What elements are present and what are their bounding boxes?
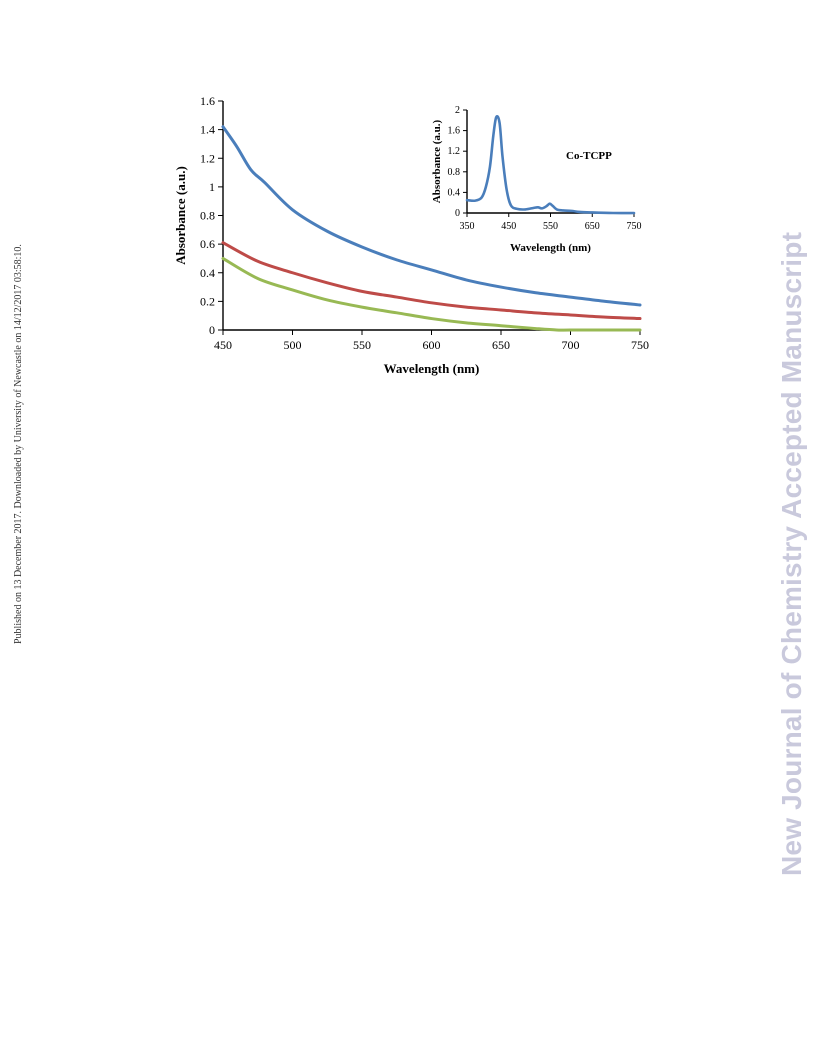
y-tick-label: 1 bbox=[209, 180, 215, 194]
y-tick-label: 1.2 bbox=[448, 146, 461, 157]
chart-annotation: Co-TCPP bbox=[566, 150, 612, 162]
series-line-3 bbox=[221, 256, 642, 332]
y-tick-label: 0 bbox=[209, 323, 215, 337]
x-axis-title: Wavelength (nm) bbox=[384, 361, 480, 376]
x-tick-label: 650 bbox=[492, 338, 510, 352]
main-chart: 450 500 550 600 650 700 750 0 0.2 0.4 0.6 0.8 1 1.2 1.… bbox=[173, 94, 649, 376]
y-tick-label: 0.4 bbox=[448, 187, 461, 198]
y-tick-label: 0.8 bbox=[448, 167, 461, 178]
x-axis-title: Wavelength (nm) bbox=[510, 242, 591, 254]
y-axis-title: Absorbance (a.u.) bbox=[173, 166, 188, 265]
y-tick-label: 0 bbox=[455, 208, 460, 219]
x-tick-label: 700 bbox=[562, 338, 580, 352]
y-tick-label: 1.4 bbox=[200, 123, 215, 137]
series-line-1 bbox=[221, 125, 642, 307]
x-tick-label: 600 bbox=[423, 338, 441, 352]
y-tick-label: 0.2 bbox=[200, 294, 215, 308]
x-tick-label: 500 bbox=[284, 338, 302, 352]
x-tick-label: 550 bbox=[353, 338, 371, 352]
y-tick-label: 1.2 bbox=[200, 151, 215, 165]
series-line-2 bbox=[221, 241, 642, 321]
x-tick-label: 350 bbox=[460, 221, 475, 232]
y-tick-label: 0.8 bbox=[200, 209, 215, 223]
inset-chart: 350 450 550 650 750 0 0.4 0.8 1.2 1.6 2 Wavelength … bbox=[431, 105, 642, 254]
x-tick-label: 650 bbox=[585, 221, 600, 232]
x-tick-label: 550 bbox=[543, 221, 558, 232]
y-tick-label: 2 bbox=[455, 105, 460, 116]
y-tick-label: 0.4 bbox=[200, 266, 215, 280]
x-tick-label: 450 bbox=[501, 221, 516, 232]
y-tick-label: 1.6 bbox=[200, 94, 215, 108]
x-tick-label: 750 bbox=[627, 221, 642, 232]
x-tick-label: 750 bbox=[631, 338, 649, 352]
y-tick-label: 1.6 bbox=[448, 126, 461, 137]
y-axis-title: Absorbance (a.u.) bbox=[431, 119, 443, 203]
x-tick-label: 450 bbox=[214, 338, 232, 352]
series-line-1 bbox=[465, 114, 636, 215]
y-tick-label: 0.6 bbox=[200, 237, 215, 251]
